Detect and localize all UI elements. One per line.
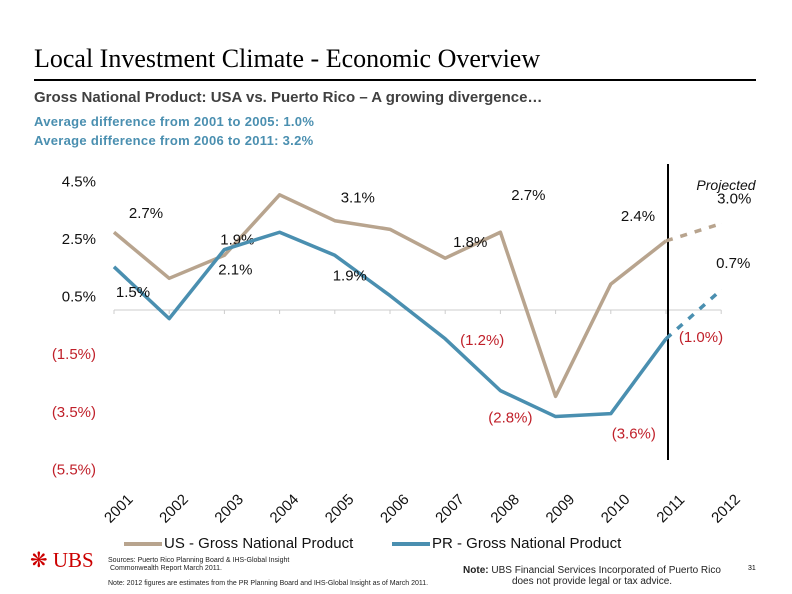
projected-line-pr bbox=[664, 288, 723, 341]
x-tick-label: 2012 bbox=[708, 491, 744, 527]
data-label: 1.9% bbox=[333, 267, 367, 284]
x-tick-label: 2010 bbox=[598, 491, 634, 527]
data-label: 0.7% bbox=[716, 255, 750, 272]
legend-us: US - Gross National Product bbox=[124, 535, 353, 552]
data-label: 2.7% bbox=[511, 187, 545, 204]
x-tick-label: 2005 bbox=[322, 491, 358, 527]
x-tick-label: 2006 bbox=[377, 491, 413, 527]
legend-swatch-pr bbox=[392, 542, 430, 547]
y-tick-label: (3.5%) bbox=[52, 404, 96, 421]
projected-label: Projected bbox=[696, 177, 756, 193]
legend-label-us: US - Gross National Product bbox=[164, 535, 354, 552]
y-tick-label: 2.5% bbox=[62, 231, 96, 248]
data-label: 1.8% bbox=[453, 234, 487, 251]
avg-difference-1: Average difference from 2001 to 2005: 1.… bbox=[34, 114, 315, 129]
legend-pr: PR - Gross National Product bbox=[392, 535, 621, 552]
legend-label-pr: PR - Gross National Product bbox=[432, 535, 622, 552]
sources-line-2: Commonwealth Report March 2011. bbox=[110, 565, 222, 572]
avg-difference-2: Average difference from 2006 to 2011: 3.… bbox=[34, 133, 314, 148]
data-label: 2.4% bbox=[621, 208, 655, 225]
page-title: Local Investment Climate - Economic Over… bbox=[34, 44, 541, 73]
page-number: 31 bbox=[748, 565, 756, 572]
x-tick-label: 2011 bbox=[653, 491, 688, 526]
x-tick-label: 2002 bbox=[156, 491, 192, 527]
data-label: 2.1% bbox=[218, 262, 252, 279]
x-tick-label: 2003 bbox=[211, 491, 247, 527]
ubs-logo: ❋ UBS bbox=[30, 548, 94, 572]
subtitle: Gross National Product: USA vs. Puerto R… bbox=[34, 89, 543, 106]
y-tick-label: 4.5% bbox=[62, 173, 96, 190]
y-tick-label: (5.5%) bbox=[52, 461, 96, 478]
sources-line-1: Sources: Puerto Rico Planning Board & IH… bbox=[108, 557, 290, 564]
data-label: 3.0% bbox=[717, 191, 751, 208]
x-tick-label: 2009 bbox=[543, 491, 579, 527]
title-divider bbox=[34, 79, 756, 81]
data-label: 3.1% bbox=[341, 190, 375, 207]
data-label: (1.0%) bbox=[679, 329, 723, 346]
legal-note: Note: UBS Financial Services Incorporate… bbox=[463, 565, 721, 587]
estimates-note: Note: 2012 figures are estimates from th… bbox=[108, 580, 429, 587]
data-label: (1.2%) bbox=[460, 332, 504, 349]
series-line-pr bbox=[112, 230, 668, 419]
data-label: 1.5% bbox=[116, 284, 150, 301]
projected-line-us bbox=[665, 221, 722, 243]
data-label: (2.8%) bbox=[488, 410, 532, 427]
data-label: (3.6%) bbox=[612, 426, 656, 443]
y-tick-label: (1.5%) bbox=[52, 346, 96, 363]
x-tick-label: 2001 bbox=[101, 491, 137, 527]
x-tick-label: 2004 bbox=[267, 491, 303, 527]
data-label: 2.7% bbox=[129, 205, 163, 222]
x-tick-label: 2007 bbox=[432, 491, 468, 527]
y-tick-label: 0.5% bbox=[62, 289, 96, 306]
x-tick-label: 2008 bbox=[487, 491, 523, 527]
legend-swatch-us bbox=[124, 542, 162, 547]
